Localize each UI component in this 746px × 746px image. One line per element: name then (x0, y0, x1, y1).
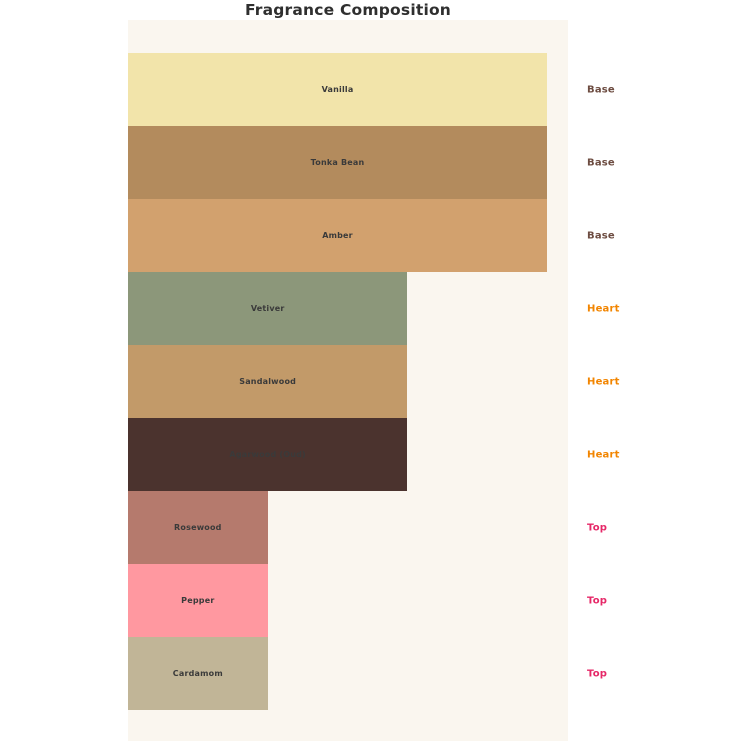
bar-row: Amber Base (128, 199, 746, 272)
bar: Agarwood (Oud) (128, 418, 408, 491)
note-type-label: Top (587, 668, 608, 679)
bar-label: Amber (322, 231, 353, 240)
note-type-label: Heart (587, 449, 620, 460)
rows-container: Vanilla Base Tonka Bean Base Amber Base … (128, 53, 746, 710)
bar: Pepper (128, 564, 268, 637)
bar-label: Agarwood (Oud) (229, 450, 306, 459)
bar-row: Rosewood Top (128, 491, 746, 564)
bar-row: Agarwood (Oud) Heart (128, 418, 746, 491)
bar-label: Pepper (181, 596, 215, 605)
note-type-label: Top (587, 522, 608, 533)
chart-title: Fragrance Composition (244, 1, 452, 19)
note-type-label: Heart (587, 303, 620, 314)
bar: Cardamom (128, 637, 268, 710)
bar: Tonka Bean (128, 126, 548, 199)
bar-label: Rosewood (174, 523, 222, 532)
bar-row: Vanilla Base (128, 53, 746, 126)
bar-label: Sandalwood (239, 377, 297, 386)
bar: Amber (128, 199, 548, 272)
bar: Vanilla (128, 53, 548, 126)
bar-row: Pepper Top (128, 564, 746, 637)
bar-row: Sandalwood Heart (128, 345, 746, 418)
note-type-label: Base (587, 230, 615, 241)
bar-row: Tonka Bean Base (128, 126, 746, 199)
bar-row: Vetiver Heart (128, 272, 746, 345)
bar-label: Tonka Bean (310, 158, 365, 167)
note-type-label: Base (587, 84, 615, 95)
bar-row: Cardamom Top (128, 637, 746, 710)
note-type-label: Base (587, 157, 615, 168)
note-type-label: Heart (587, 376, 620, 387)
bar: Vetiver (128, 272, 408, 345)
bar-label: Vetiver (250, 304, 285, 313)
note-type-label: Top (587, 595, 608, 606)
bar-label: Vanilla (321, 85, 354, 94)
bar-label: Cardamom (172, 669, 223, 678)
bar: Sandalwood (128, 345, 408, 418)
bar: Rosewood (128, 491, 268, 564)
